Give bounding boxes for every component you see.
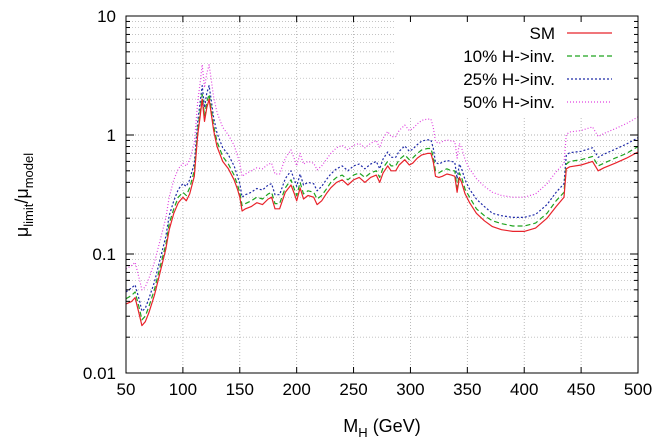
x-axis-label: MH (GeV) — [343, 416, 420, 439]
x-tick-label: 50 — [117, 380, 136, 399]
y-tick-label: 1 — [107, 126, 116, 145]
x-tick-label: 200 — [282, 380, 310, 399]
x-tick-label: 450 — [567, 380, 595, 399]
y-axis-label: μlimit/μmodel — [12, 153, 36, 237]
series-line — [125, 64, 639, 291]
y-tick-label: 0.1 — [92, 245, 116, 264]
ticks — [125, 16, 639, 374]
series-line — [125, 98, 639, 327]
legend-label: SM — [530, 24, 556, 43]
legend-label: 25% H->inv. — [463, 70, 555, 89]
series-layer — [125, 64, 639, 327]
x-tick-label: 250 — [339, 380, 367, 399]
tick-labels: 50 100 150 200 250 300 350 400 450 500 0.01 0.1 1 10 — [83, 7, 652, 399]
x-tick-label: 100 — [169, 380, 197, 399]
legend: SM 10% H->inv. 25% H->inv. 50% H->inv. — [463, 24, 612, 112]
y-tick-label: 0.01 — [83, 364, 116, 383]
x-tick-label: 300 — [396, 380, 424, 399]
y-tick-label: 10 — [97, 7, 116, 26]
x-tick-label: 500 — [624, 380, 652, 399]
series-line — [125, 85, 639, 312]
legend-label: 10% H->inv. — [463, 47, 555, 66]
series-line — [125, 93, 639, 321]
legend-label: 50% H->inv. — [463, 93, 555, 112]
plot-frame — [125, 15, 639, 374]
x-tick-label: 400 — [510, 380, 538, 399]
x-tick-label: 150 — [226, 380, 254, 399]
x-tick-label: 350 — [453, 380, 481, 399]
